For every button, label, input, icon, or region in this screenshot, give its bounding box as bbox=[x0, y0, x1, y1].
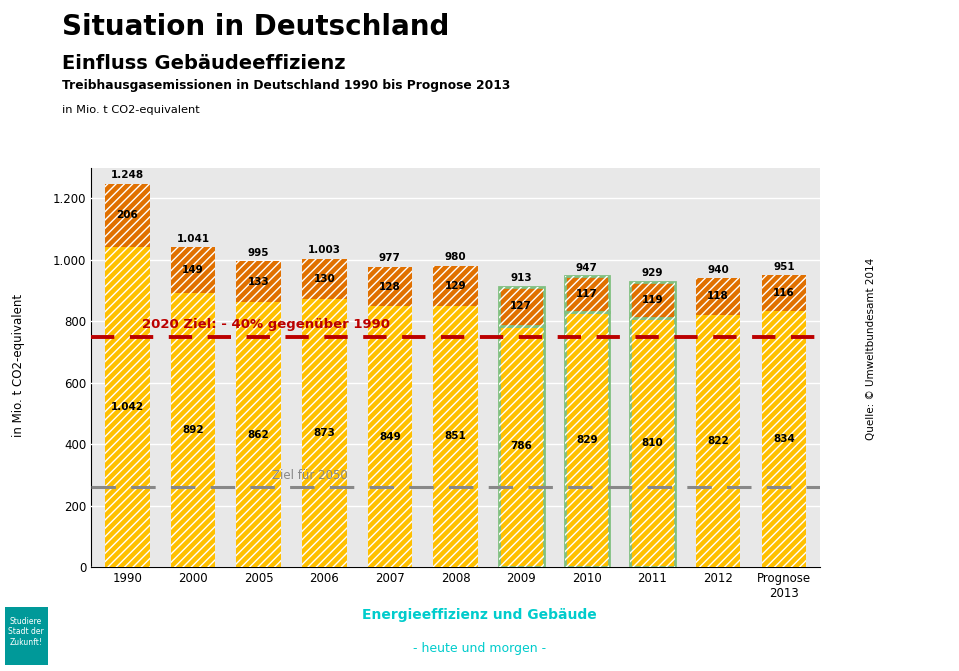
Text: 980: 980 bbox=[445, 252, 466, 262]
Text: Folie 7: Folie 7 bbox=[892, 641, 935, 655]
Text: 12. Juni 2015: 12. Juni 2015 bbox=[847, 608, 935, 621]
Bar bbox=[171, 248, 215, 567]
Bar bbox=[171, 248, 215, 293]
Text: 1.041: 1.041 bbox=[176, 234, 209, 244]
Text: in Mio. t CO2-equivalent: in Mio. t CO2-equivalent bbox=[12, 294, 25, 437]
Bar bbox=[565, 313, 609, 567]
Text: 929: 929 bbox=[642, 268, 664, 278]
Text: 940: 940 bbox=[708, 264, 729, 274]
Text: 119: 119 bbox=[642, 295, 664, 305]
Text: 947: 947 bbox=[576, 263, 597, 273]
Bar bbox=[171, 293, 215, 567]
Bar bbox=[105, 247, 150, 567]
Text: Energieeffizienz und Gebäude: Energieeffizienz und Gebäude bbox=[363, 608, 596, 622]
Text: 206: 206 bbox=[116, 210, 138, 220]
Bar bbox=[367, 267, 412, 306]
Text: 977: 977 bbox=[379, 253, 401, 263]
Text: Einfluss Gebäudeeffizienz: Einfluss Gebäudeeffizienz bbox=[62, 54, 346, 72]
Text: 130: 130 bbox=[314, 274, 335, 284]
Text: in Mio. t CO2-equivalent: in Mio. t CO2-equivalent bbox=[62, 105, 200, 115]
Bar bbox=[696, 315, 740, 567]
Bar bbox=[499, 287, 544, 567]
Text: Studiere
Stadt der
Zukunft!: Studiere Stadt der Zukunft! bbox=[8, 617, 44, 647]
Text: 862: 862 bbox=[247, 429, 269, 440]
Text: 851: 851 bbox=[445, 431, 466, 442]
Bar bbox=[433, 266, 478, 306]
Text: 1.248: 1.248 bbox=[110, 170, 144, 180]
Bar bbox=[630, 318, 675, 567]
Bar bbox=[433, 266, 478, 567]
Text: 834: 834 bbox=[773, 434, 795, 444]
Text: 951: 951 bbox=[773, 262, 795, 272]
Bar bbox=[565, 276, 609, 567]
Bar bbox=[761, 275, 807, 567]
Text: 849: 849 bbox=[379, 431, 401, 442]
Bar bbox=[761, 311, 807, 567]
Bar bbox=[236, 262, 281, 567]
FancyBboxPatch shape bbox=[5, 607, 48, 665]
Bar bbox=[761, 275, 807, 311]
Bar bbox=[302, 259, 346, 299]
Text: 149: 149 bbox=[182, 265, 203, 275]
Bar bbox=[302, 299, 346, 567]
Text: 116: 116 bbox=[773, 288, 795, 298]
Text: 822: 822 bbox=[708, 435, 729, 446]
Bar bbox=[367, 267, 412, 567]
Text: 2020 Ziel: - 40% gegenüber 1990: 2020 Ziel: - 40% gegenüber 1990 bbox=[142, 319, 389, 331]
Text: 873: 873 bbox=[314, 428, 335, 438]
Text: 829: 829 bbox=[576, 435, 597, 445]
Text: 1.042: 1.042 bbox=[110, 402, 144, 412]
Text: 1.003: 1.003 bbox=[308, 246, 340, 255]
Bar bbox=[630, 282, 675, 567]
Text: Ziel für 2050: Ziel für 2050 bbox=[271, 469, 347, 482]
Text: Treibhausgasemissionen in Deutschland 1990 bis Prognose 2013: Treibhausgasemissionen in Deutschland 19… bbox=[62, 79, 511, 92]
Text: 995: 995 bbox=[247, 248, 269, 258]
Bar bbox=[105, 184, 150, 567]
Bar bbox=[236, 262, 281, 302]
Text: Situation in Deutschland: Situation in Deutschland bbox=[62, 13, 450, 42]
Bar bbox=[236, 302, 281, 567]
Text: 913: 913 bbox=[510, 273, 532, 283]
Bar bbox=[630, 282, 675, 318]
Bar bbox=[565, 276, 609, 313]
Bar bbox=[499, 287, 544, 325]
Text: 128: 128 bbox=[379, 282, 401, 292]
Text: 127: 127 bbox=[510, 301, 532, 311]
Text: 118: 118 bbox=[708, 291, 729, 301]
Bar bbox=[105, 184, 150, 247]
Bar bbox=[302, 259, 346, 567]
Text: 810: 810 bbox=[642, 437, 664, 448]
Text: 892: 892 bbox=[182, 425, 203, 435]
Bar bbox=[696, 278, 740, 315]
Bar bbox=[499, 325, 544, 567]
Text: - heute und morgen -: - heute und morgen - bbox=[413, 641, 546, 655]
Bar bbox=[367, 306, 412, 567]
Text: 117: 117 bbox=[576, 289, 597, 299]
Text: Quelle: © Umweltbundesamt 2014: Quelle: © Umweltbundesamt 2014 bbox=[866, 258, 876, 440]
Bar bbox=[433, 306, 478, 567]
Text: 133: 133 bbox=[247, 277, 269, 287]
Text: 129: 129 bbox=[445, 281, 466, 291]
Text: Martin Behne: Martin Behne bbox=[53, 615, 153, 629]
Bar bbox=[696, 278, 740, 567]
Text: 786: 786 bbox=[510, 442, 532, 452]
